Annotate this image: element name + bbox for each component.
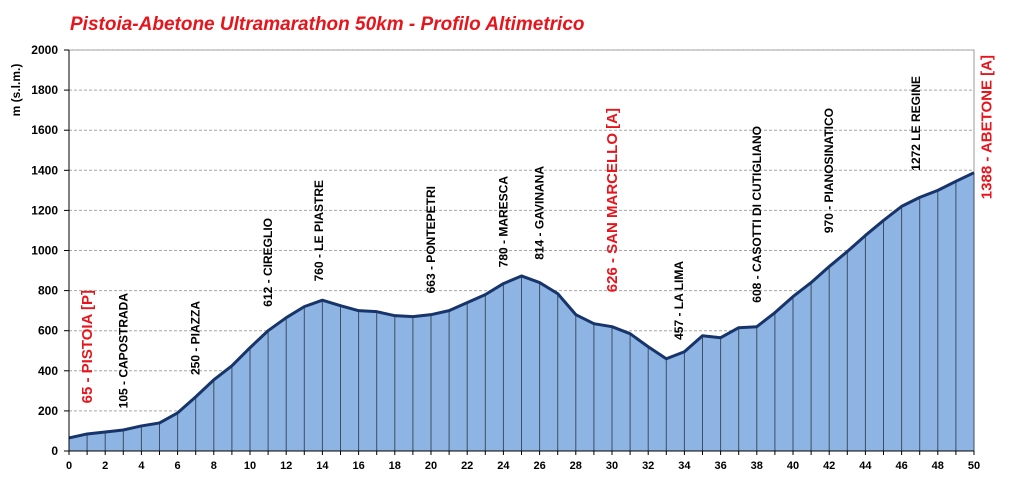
- x-tick-label: 48: [932, 460, 944, 472]
- x-tick-label: 14: [316, 460, 329, 472]
- location-label: 608 - CASOTTI DI CUTIGLIANO: [750, 126, 764, 303]
- x-tick-label: 12: [280, 460, 292, 472]
- location-label: 250 - PIAZZA: [189, 301, 203, 375]
- x-tick-label: 4: [138, 460, 145, 472]
- x-tick-label: 28: [570, 460, 582, 472]
- location-label: 65 - PISTOIA [P]: [79, 290, 96, 403]
- location-label: 612 - CIREGLIO: [261, 218, 275, 307]
- chart-title: Pistoia-Abetone Ultramarathon 50km - Pro…: [70, 14, 585, 35]
- y-tick-label: 1200: [31, 203, 58, 217]
- x-tick-label: 0: [66, 460, 72, 472]
- x-tick-label: 18: [389, 460, 401, 472]
- x-tick-label: 46: [895, 460, 907, 472]
- location-label: 760 - LE PIASTRE: [312, 180, 326, 281]
- y-tick-label: 1400: [31, 163, 58, 177]
- y-tick-label: 2000: [31, 43, 58, 57]
- y-tick-label: 1800: [31, 83, 58, 97]
- x-tick-label: 42: [823, 460, 835, 472]
- x-tick-label: 2: [102, 460, 108, 472]
- x-tick-label: 24: [497, 460, 510, 472]
- location-label: 780 - MARESCA: [496, 176, 510, 268]
- location-label: 457 - LA LIMA: [672, 261, 686, 340]
- x-tick-label: 6: [175, 460, 181, 472]
- location-label: 1272 LE REGINE: [909, 76, 923, 171]
- x-tick-label: 38: [751, 460, 763, 472]
- location-label: 626 - SAN MARCELLO [A]: [604, 108, 621, 292]
- location-label: 970 - PIANOSINATICO: [822, 108, 836, 233]
- location-label: 663 - PONTEPETRI: [424, 186, 438, 293]
- location-label: 105 - CAPOSTRADA: [116, 293, 130, 409]
- location-label: 814 - GAVINANA: [533, 166, 547, 260]
- elevation-line: [68, 171, 975, 440]
- y-axis-label: m (s.l.m.): [9, 64, 23, 117]
- x-tick-label: 22: [461, 460, 473, 472]
- x-tick-label: 44: [859, 460, 872, 472]
- x-tick-label: 8: [211, 460, 217, 472]
- x-tick-label: 10: [244, 460, 256, 472]
- x-tick-label: 32: [642, 460, 654, 472]
- y-tick-label: 800: [38, 284, 58, 298]
- x-tick-label: 20: [425, 460, 437, 472]
- x-tick-label: 36: [714, 460, 726, 472]
- y-tick-label: 200: [38, 404, 58, 418]
- x-tick-label: 30: [606, 460, 618, 472]
- x-tick-label: 26: [533, 460, 545, 472]
- x-tick-label: 34: [678, 460, 691, 472]
- y-tick-label: 0: [51, 444, 58, 458]
- y-tick-label: 1000: [31, 244, 58, 258]
- y-tick-label: 600: [38, 324, 58, 338]
- x-tick-label: 50: [968, 460, 980, 472]
- y-tick-label: 1600: [31, 123, 58, 137]
- y-tick-label: 400: [38, 364, 58, 378]
- x-tick-label: 16: [352, 460, 364, 472]
- x-tick-label: 40: [787, 460, 799, 472]
- location-label: 1388 - ABETONE [A]: [979, 55, 996, 199]
